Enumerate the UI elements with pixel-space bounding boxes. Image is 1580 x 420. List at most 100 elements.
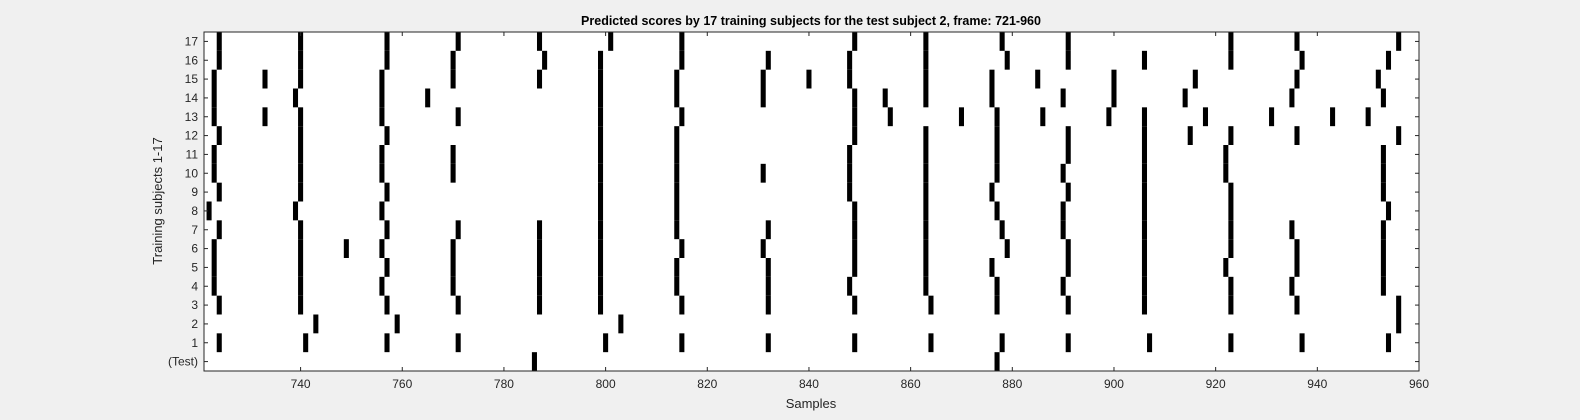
score-mark (679, 295, 685, 315)
score-mark (450, 163, 456, 183)
score-mark (1396, 314, 1402, 334)
score-mark (598, 145, 604, 164)
score-mark (923, 88, 929, 108)
score-mark (1385, 50, 1392, 70)
score-mark (1385, 333, 1392, 353)
score-mark (206, 201, 212, 221)
score-mark (292, 201, 299, 221)
score-mark (1141, 201, 1148, 221)
score-mark (343, 239, 349, 258)
y-axis-title: Training subjects 1-17 (150, 137, 165, 264)
score-mark (298, 295, 304, 315)
score-mark (765, 50, 771, 70)
x-tick-label: 760 (392, 377, 412, 391)
score-mark (1380, 276, 1386, 296)
score-mark (298, 276, 304, 296)
score-mark (618, 314, 624, 334)
score-mark (852, 107, 858, 127)
score-mark (679, 50, 685, 70)
score-mark (994, 126, 1000, 145)
y-tick-label: 17 (185, 34, 199, 48)
score-mark (1040, 107, 1046, 127)
score-mark (1141, 182, 1148, 202)
score-mark (450, 145, 456, 164)
score-mark (379, 107, 385, 127)
x-tick-label: 920 (1206, 377, 1226, 391)
score-mark (679, 32, 685, 51)
score-mark (1299, 333, 1305, 353)
score-mark (674, 88, 680, 108)
score-mark (765, 220, 771, 240)
score-mark (384, 32, 390, 51)
score-mark (216, 333, 222, 353)
score-mark (1141, 163, 1148, 183)
x-tick-label: 820 (697, 377, 717, 391)
score-mark (598, 107, 604, 127)
score-mark (923, 163, 929, 183)
score-mark (1141, 239, 1148, 258)
score-mark (598, 50, 604, 70)
score-mark (923, 32, 929, 51)
score-mark (1111, 88, 1117, 108)
score-mark (598, 88, 604, 108)
score-mark (455, 32, 461, 51)
score-mark (928, 333, 934, 353)
score-mark (760, 88, 766, 108)
score-marks (206, 32, 1402, 371)
score-mark (216, 50, 222, 70)
score-mark (1065, 126, 1071, 145)
score-mark (852, 88, 858, 108)
score-mark (298, 182, 304, 202)
x-tick-label: 800 (596, 377, 616, 391)
score-mark (923, 258, 929, 277)
score-mark (1223, 258, 1229, 277)
score-mark (1380, 182, 1386, 202)
score-mark (674, 258, 680, 277)
x-tick-label: 740 (291, 377, 311, 391)
score-mark (994, 163, 1000, 183)
score-mark (847, 182, 853, 202)
score-mark (1141, 107, 1148, 127)
score-mark (1380, 145, 1386, 164)
y-tick-label: 3 (191, 298, 198, 312)
score-mark (598, 276, 604, 296)
score-mark (923, 201, 929, 221)
score-mark (994, 295, 1000, 315)
score-mark (1111, 69, 1117, 89)
y-tick-label: 7 (191, 223, 198, 237)
score-mark (1060, 201, 1066, 221)
score-mark (989, 88, 995, 108)
score-mark (989, 258, 995, 277)
score-mark (1065, 333, 1071, 353)
score-mark (262, 107, 268, 127)
score-mark (536, 295, 543, 315)
score-mark (536, 239, 543, 258)
score-mark (887, 107, 893, 127)
score-mark (994, 201, 1000, 221)
score-mark (989, 69, 995, 89)
score-mark (852, 239, 858, 258)
score-mark (298, 126, 304, 145)
score-mark (852, 258, 858, 277)
score-mark (211, 107, 217, 127)
score-mark (1365, 107, 1371, 127)
score-mark (1141, 220, 1148, 240)
score-mark (923, 276, 929, 296)
score-mark (1060, 220, 1066, 240)
score-mark (765, 258, 771, 277)
x-axis-title: Samples (786, 396, 837, 411)
score-mark (852, 201, 858, 221)
score-mark (598, 220, 604, 240)
score-mark (598, 69, 604, 89)
score-mark (674, 69, 680, 89)
score-mark (1141, 258, 1148, 277)
score-mark (1065, 258, 1071, 277)
score-mark (1106, 107, 1112, 127)
score-mark (674, 220, 680, 240)
score-mark (455, 107, 461, 127)
score-mark (1396, 295, 1402, 315)
score-mark (211, 145, 217, 164)
score-mark (1396, 126, 1402, 145)
score-mark (1065, 295, 1071, 315)
y-tick-label: 13 (185, 110, 199, 124)
